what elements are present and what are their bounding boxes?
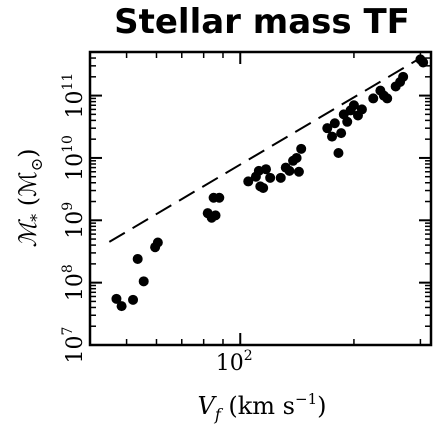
data-point bbox=[261, 164, 272, 175]
data-point bbox=[214, 192, 225, 203]
plot-frame bbox=[88, 50, 433, 347]
x-label-unit: (km s bbox=[221, 392, 295, 420]
data-point bbox=[368, 93, 379, 104]
data-point bbox=[329, 118, 340, 129]
data-point bbox=[243, 176, 254, 187]
data-point bbox=[342, 116, 353, 127]
data-point bbox=[333, 148, 344, 159]
x-label-exp: −1 bbox=[295, 390, 317, 408]
x-axis-label: Vf (km s−1) bbox=[197, 390, 326, 424]
x-ticks: 102 bbox=[125, 52, 422, 376]
y-label-sub2: ⊙ bbox=[27, 158, 46, 171]
data-point bbox=[398, 71, 409, 82]
y-tick-label: 109 bbox=[60, 202, 88, 239]
data-point bbox=[138, 276, 149, 287]
fit-line bbox=[108, 57, 421, 243]
data-point bbox=[152, 237, 163, 248]
chart-title: Stellar mass TF bbox=[114, 2, 410, 42]
x-label-close: ) bbox=[317, 392, 326, 420]
data-point bbox=[275, 172, 286, 183]
data-point bbox=[111, 293, 122, 304]
y-label-unit: (ℳ bbox=[14, 171, 42, 214]
data-points bbox=[111, 54, 429, 312]
y-tick-label: 107 bbox=[60, 327, 88, 364]
y-label-close: ) bbox=[14, 148, 42, 157]
y-tick-label: 108 bbox=[60, 264, 88, 301]
data-point bbox=[382, 93, 393, 104]
data-point bbox=[418, 57, 429, 68]
y-label-main: ℳ bbox=[14, 219, 42, 248]
y-axis-label: ℳ* (ℳ⊙) bbox=[14, 148, 46, 247]
data-point bbox=[265, 172, 276, 183]
data-point bbox=[348, 100, 359, 111]
data-point bbox=[322, 123, 333, 134]
data-point bbox=[336, 128, 347, 139]
y-tick-label: 1010 bbox=[60, 135, 88, 181]
data-point bbox=[291, 152, 302, 163]
data-point bbox=[210, 210, 221, 221]
data-point bbox=[284, 165, 295, 176]
data-point bbox=[327, 131, 338, 142]
y-tick-label: 1011 bbox=[60, 73, 88, 119]
x-tick-label: 102 bbox=[216, 348, 253, 376]
x-label-sub: f bbox=[214, 405, 224, 424]
fit-line-layer bbox=[108, 57, 421, 243]
y-label-sub: * bbox=[27, 214, 46, 222]
data-point bbox=[116, 301, 127, 312]
data-point bbox=[258, 182, 269, 193]
data-point bbox=[356, 104, 367, 115]
x-label-main: V bbox=[197, 392, 217, 420]
data-point bbox=[128, 294, 139, 305]
data-point bbox=[293, 166, 304, 177]
data-point bbox=[296, 143, 307, 154]
data-point bbox=[132, 253, 143, 264]
y-ticks: 107 108 109 1010 1011 bbox=[60, 57, 431, 364]
